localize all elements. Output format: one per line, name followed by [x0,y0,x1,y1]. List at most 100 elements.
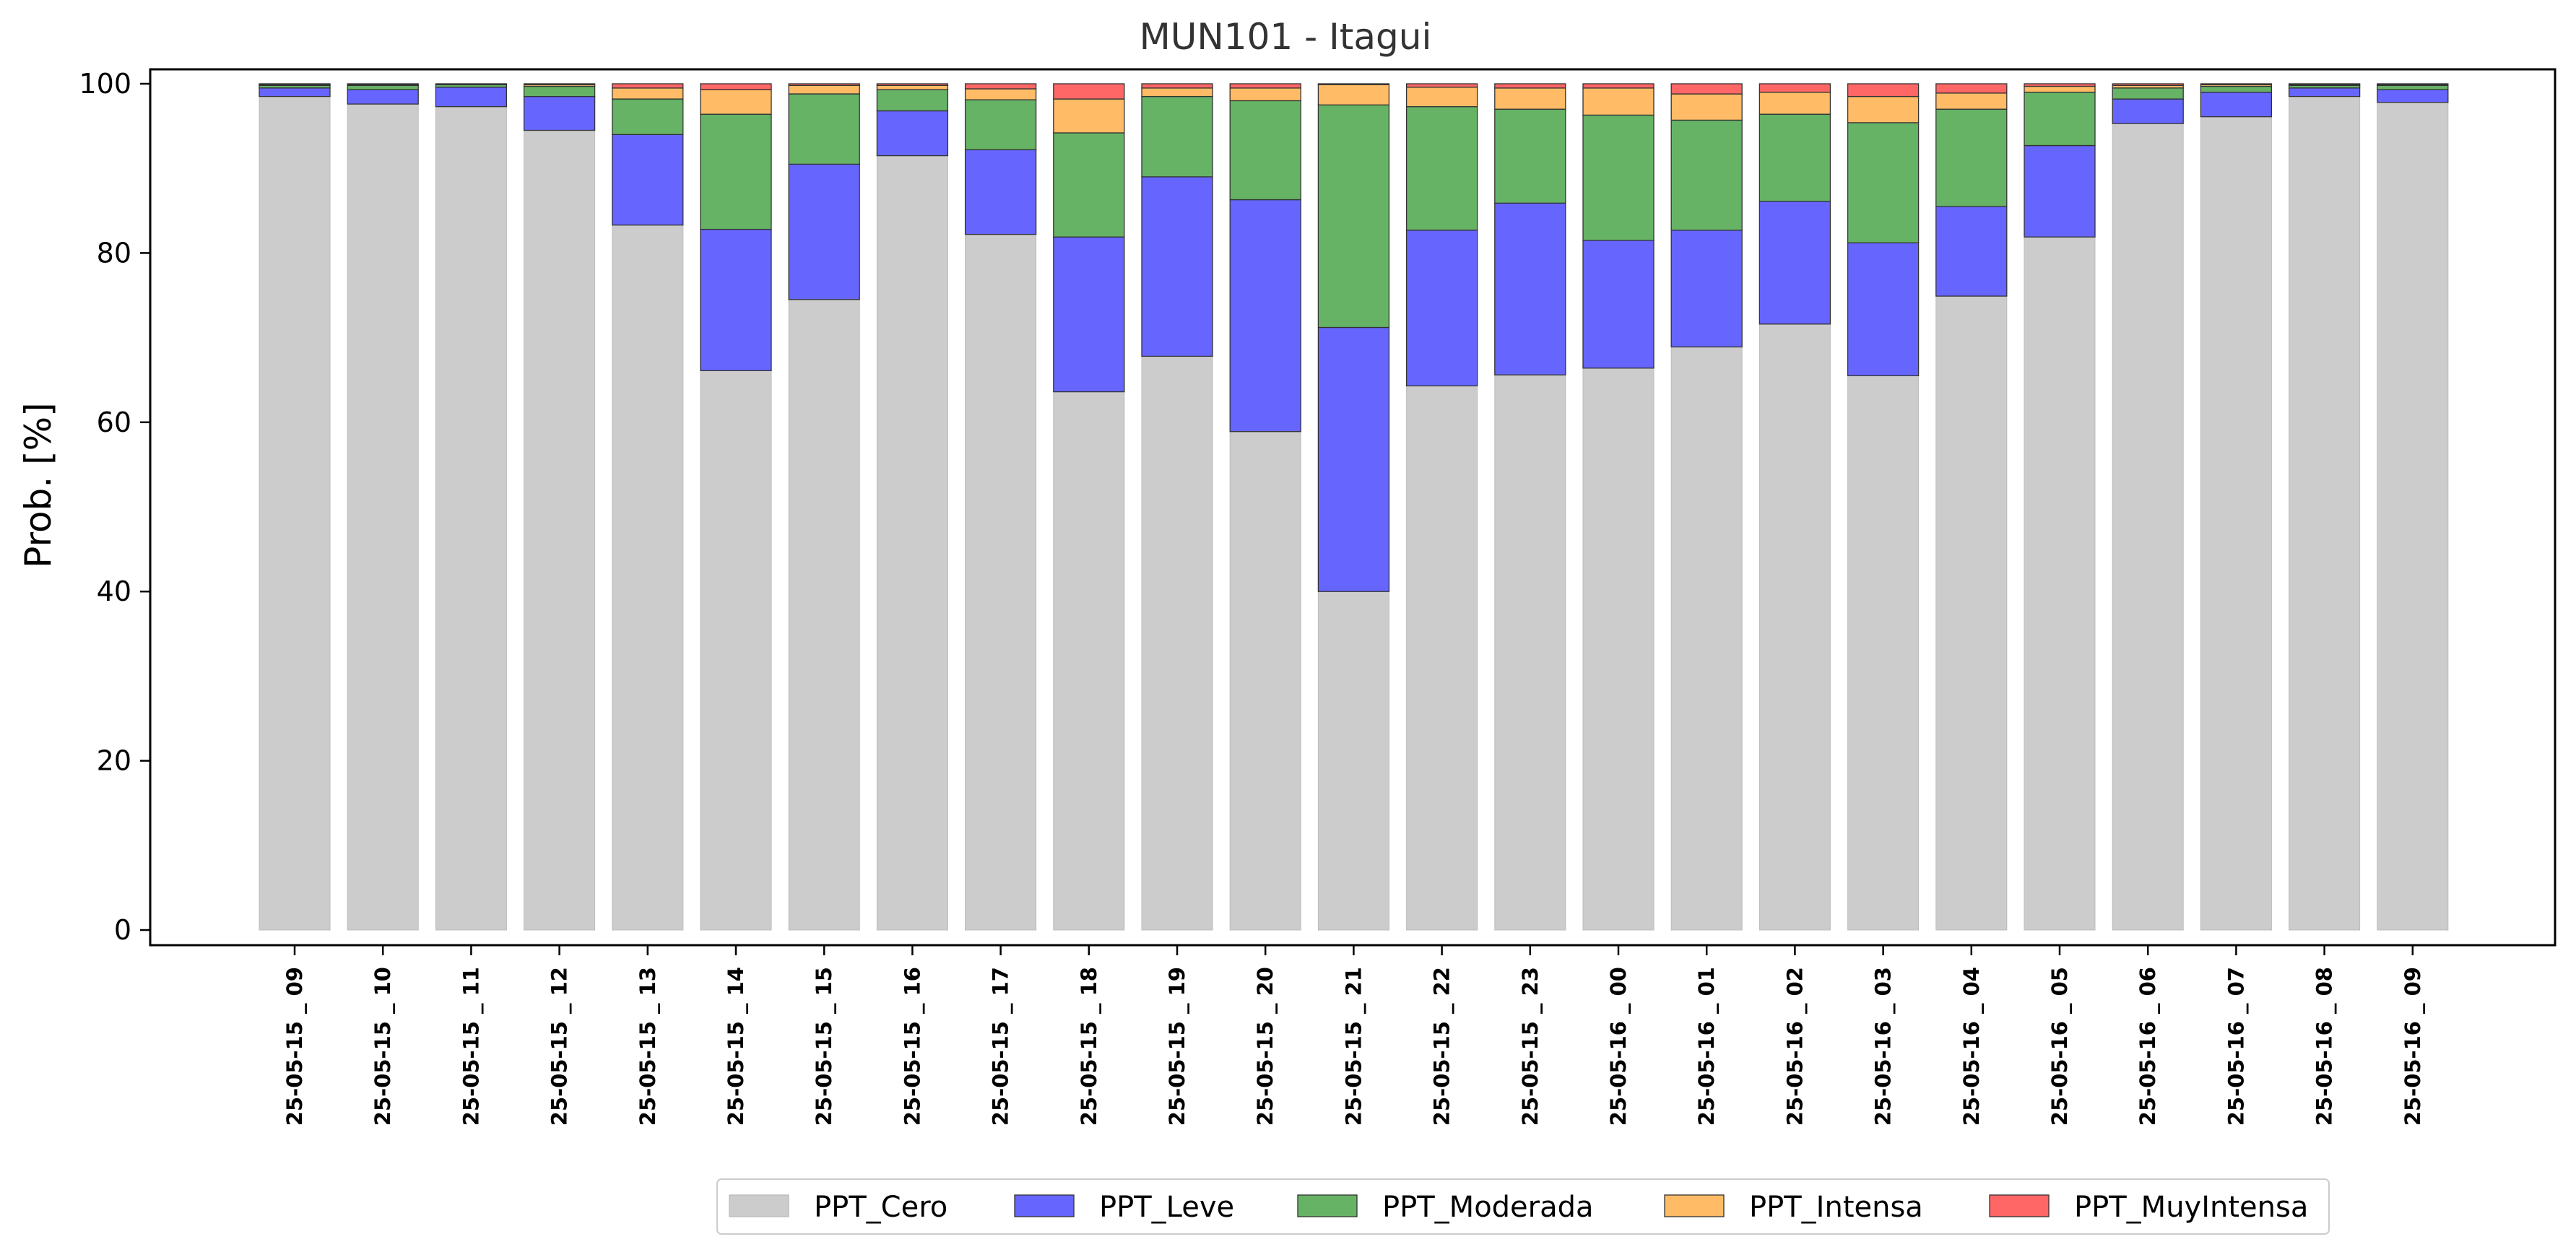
bar-segment-ppt-intensa-17 [1670,93,1743,121]
bar-segment-ppt-moderada-25 [2377,84,2449,90]
bar-segment-ppt-intensa-11 [1141,87,1213,97]
x-tick-label: 25-05-16 _ 09 [2401,967,2425,1126]
y-tick-label: 80 [97,237,131,269]
y-axis-label: Prob. [%] [17,402,59,568]
x-tick-label: 25-05-16 _ 02 [1782,967,1807,1126]
x-tick-label: 25-05-15 _ 22 [1430,967,1454,1126]
bar-segment-ppt-intensa-9 [964,88,1037,100]
x-tick-label: 25-05-16 _ 07 [2224,967,2248,1126]
x-tick-label: 25-05-15 _ 23 [1518,967,1543,1126]
x-tick-label: 25-05-15 _ 16 [900,967,924,1126]
bar-segment-ppt-cero-17 [1670,347,1743,931]
bar-segment-ppt-intensa-14 [1405,87,1478,108]
bar-segment-ppt-muyintensa-16 [1582,83,1655,89]
bar-segment-ppt-moderada-7 [788,93,860,165]
bar-segment-ppt-moderada-9 [964,99,1037,151]
bar-segment-ppt-moderada-2 [347,84,419,90]
x-tick-label: 25-05-15 _ 15 [812,967,836,1126]
legend-swatch-ppt-cero [729,1194,789,1217]
x-tick-label: 25-05-15 _ 18 [1077,967,1101,1126]
bar-segment-ppt-cero-19 [1847,375,1920,931]
x-tick-label: 25-05-15 _ 20 [1253,967,1278,1126]
x-tick-label: 25-05-15 _ 21 [1341,967,1366,1126]
bar-segment-ppt-leve-24 [2288,87,2361,97]
x-tick-label: 25-05-16 _ 06 [2135,967,2160,1126]
x-tick-label: 25-05-16 _ 08 [2312,967,2337,1126]
bar-segment-ppt-moderada-8 [876,89,949,112]
bar-segment-ppt-muyintensa-12 [1229,83,1301,89]
x-tick-label: 25-05-16 _ 05 [2047,967,2072,1126]
bar-segment-ppt-leve-2 [347,89,419,105]
x-tick-label: 25-05-15 _ 14 [724,967,748,1126]
y-tick-label: 0 [114,914,131,946]
bar-segment-ppt-muyintensa-8 [876,83,949,86]
bar-segment-ppt-leve-17 [1670,230,1743,348]
bar-segment-ppt-cero-9 [965,234,1037,931]
bar-segment-ppt-leve-5 [612,134,684,226]
bar-segment-ppt-moderada-16 [1582,114,1655,241]
bar-segment-ppt-leve-9 [964,149,1037,235]
bar-segment-ppt-muyintensa-22 [2112,83,2184,86]
bar-segment-ppt-leve-25 [2377,89,2449,103]
x-tick-label: 25-05-15 _ 17 [989,967,1013,1126]
bar-segment-ppt-cero-13 [1317,591,1389,931]
legend-swatch-ppt-muyintensa [1989,1194,2050,1217]
bar-segment-ppt-muyintensa-18 [1758,83,1831,93]
bar-segment-ppt-muyintensa-6 [700,83,772,90]
bar-segment-ppt-muyintensa-17 [1670,83,1743,95]
bar-segment-ppt-moderada-6 [700,113,772,230]
bar-segment-ppt-muyintensa-15 [1494,83,1566,89]
bar-segment-ppt-moderada-23 [2200,85,2273,93]
bar-segment-ppt-cero-4 [524,130,596,931]
bar-segment-ppt-intensa-20 [1935,92,2008,110]
bar-segment-ppt-muyintensa-21 [2024,83,2096,87]
legend-label-ppt-moderada: PPT_Moderada [1382,1191,1594,1224]
bar-segment-ppt-muyintensa-11 [1141,83,1213,89]
bar-segment-ppt-cero-3 [435,106,507,931]
bar-segment-ppt-muyintensa-9 [964,83,1037,90]
bar-segment-ppt-cero-1 [259,96,331,931]
bar-segment-ppt-moderada-19 [1847,122,1920,243]
bar-segment-ppt-muyintensa-5 [612,83,684,89]
legend-swatch-ppt-moderada [1297,1194,1358,1217]
legend-swatch-ppt-leve [1014,1194,1075,1217]
bar-segment-ppt-moderada-12 [1229,100,1301,201]
x-tick-label: 25-05-15 _ 09 [282,967,307,1126]
bar-segment-ppt-leve-15 [1494,202,1566,375]
bar-segment-ppt-intensa-7 [788,84,860,95]
bar-segment-ppt-leve-10 [1053,236,1125,393]
bar-segment-ppt-intensa-21 [2024,85,2096,93]
bar-segment-ppt-cero-12 [1229,431,1301,931]
bar-segment-ppt-intensa-10 [1053,98,1125,134]
x-tick-label: 25-05-15 _ 11 [459,967,483,1126]
bar-segment-ppt-cero-5 [612,225,684,931]
bar-segment-ppt-leve-18 [1758,201,1831,325]
bar-segment-ppt-leve-22 [2112,98,2184,124]
bar-segment-ppt-intensa-13 [1317,84,1390,105]
bar-segment-ppt-intensa-6 [700,89,772,115]
bar-segment-ppt-cero-15 [1494,374,1566,931]
bar-segment-ppt-cero-10 [1053,391,1125,931]
bar-segment-ppt-leve-21 [2024,144,2096,238]
bar-segment-ppt-cero-25 [2377,102,2449,931]
bar-segment-ppt-leve-8 [876,110,949,157]
legend: PPT_Cero PPT_Leve PPT_Moderada PPT_Intensa P… [716,1178,2330,1235]
plot-frame [149,68,2557,947]
bar-segment-ppt-leve-13 [1317,326,1390,592]
bar-segment-ppt-cero-24 [2289,96,2361,931]
bar-segment-ppt-muyintensa-10 [1053,83,1125,100]
bar-segment-ppt-intensa-12 [1229,87,1301,102]
legend-box [716,1178,2330,1235]
bar-segment-ppt-cero-18 [1758,323,1831,931]
bar-segment-ppt-leve-6 [700,228,772,371]
bar-segment-ppt-intensa-16 [1582,87,1655,116]
bar-segment-ppt-cero-11 [1141,355,1213,931]
bar-segment-ppt-leve-23 [2200,92,2273,118]
bars-layer [259,83,2449,931]
bar-segment-ppt-leve-1 [259,87,331,97]
bar-segment-ppt-cero-2 [347,103,419,931]
bar-segment-ppt-muyintensa-14 [1405,83,1478,88]
chart-title: MUN101 - Itagui [1140,16,1432,58]
bar-segment-ppt-leve-20 [1935,206,2008,297]
